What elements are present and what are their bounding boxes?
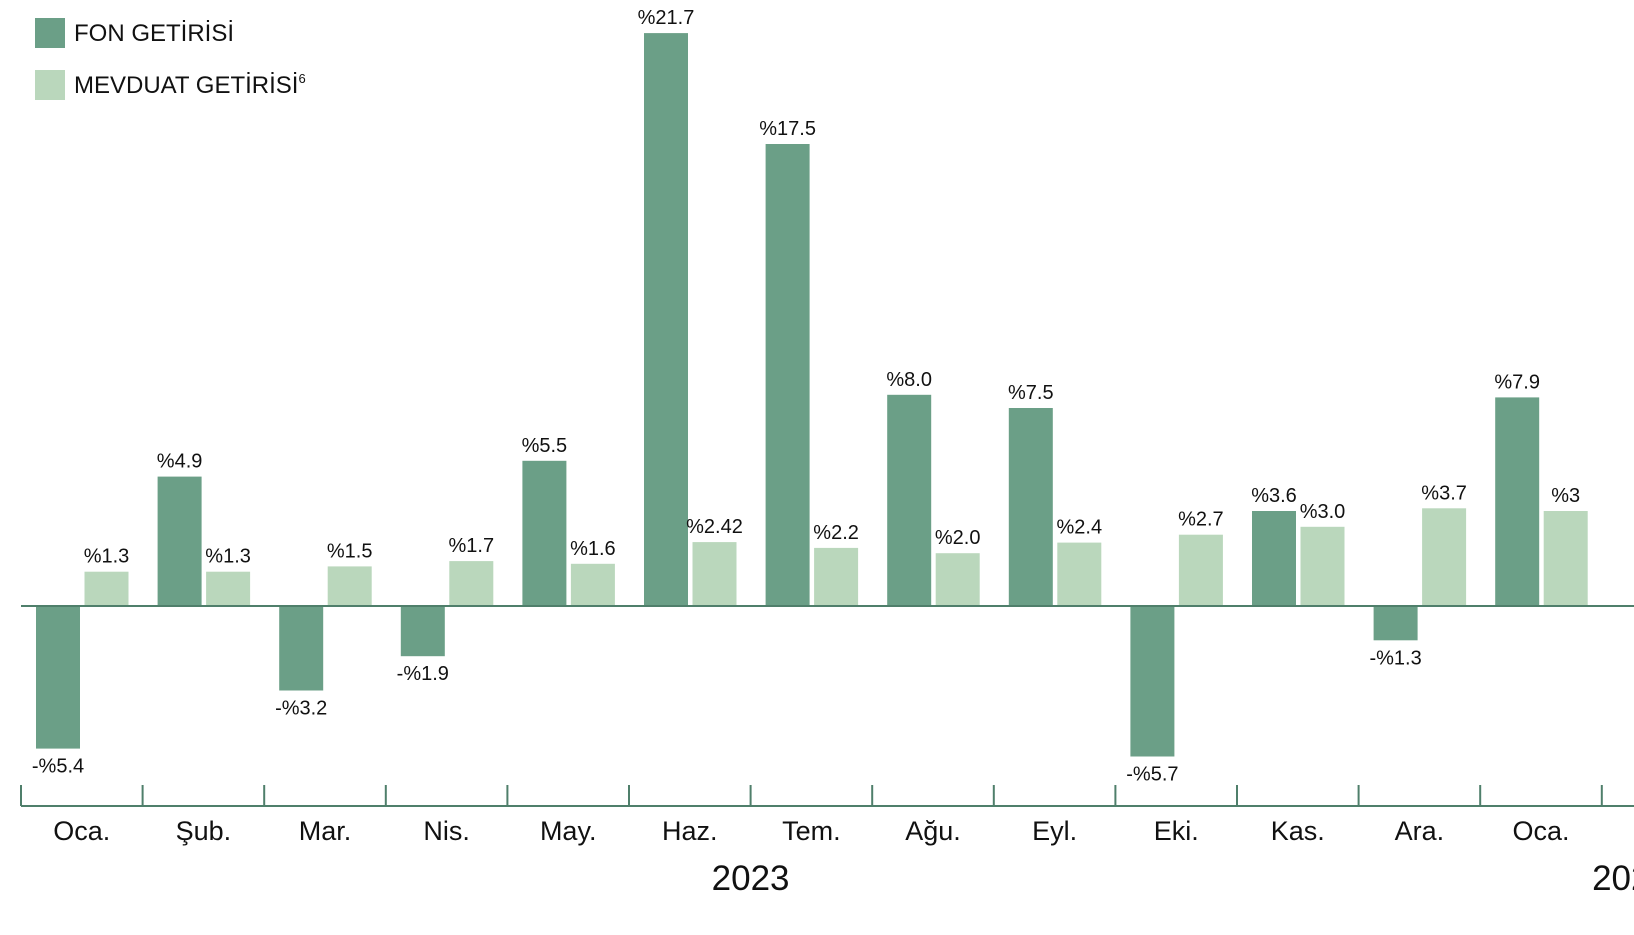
bar-mevduat-6 (814, 547, 859, 606)
legend-label-mevduat-getirisi-text: MEVDUAT GETİRİSİ (74, 72, 298, 99)
bar-fon-5 (644, 33, 688, 607)
category-label-4: May. (540, 816, 597, 846)
bar-label-fon-8: %7.5 (1008, 382, 1054, 404)
bar-label-mevduat-6: %2.2 (813, 522, 859, 544)
x-axis: Oca. Şub. Mar. Nis. May. Haz. Tem. Ağu. Eyl. Eki.… (20, 605, 1634, 898)
year-label-2023: 2023 (712, 859, 790, 898)
bar-label-mevduat-4: %1.6 (570, 538, 616, 560)
bar-fon-9 (1130, 606, 1175, 757)
bar-mevduat-9 (1178, 534, 1223, 606)
bar-mevduat-1 (206, 571, 251, 606)
bar-label-fon-5: %21.7 (638, 7, 695, 29)
bars (36, 33, 1588, 757)
bar-label-mevduat-5: %2.42 (686, 516, 743, 538)
category-label-10: Kas. (1271, 816, 1325, 846)
bar-fon-6 (765, 144, 810, 606)
category-label-9: Eki. (1154, 816, 1199, 846)
bar-mevduat-10 (1300, 526, 1345, 606)
bar-fon-12 (1495, 397, 1540, 606)
category-label-3: Nis. (423, 816, 470, 846)
bar-label-mevduat-12: %3 (1551, 485, 1580, 507)
bar-fon-10 (1252, 511, 1296, 606)
bar-label-mevduat-11: %3.7 (1421, 482, 1467, 504)
bar-label-fon-10: %3.6 (1251, 485, 1297, 507)
bar-mevduat-4 (570, 563, 615, 606)
category-label-1: Şub. (176, 816, 232, 846)
category-label-12: Oca. (1512, 816, 1569, 846)
legend-label-mevduat-getirisi: MEVDUAT GETİRİSİ6 (74, 71, 306, 99)
category-label-5: Haz. (662, 816, 718, 846)
category-label-11: Ara. (1395, 816, 1445, 846)
bar-label-fon-7: %8.0 (886, 369, 932, 391)
bar-fon-2 (279, 606, 324, 691)
bar-label-fon-0: -%5.4 (32, 756, 84, 778)
year-label-2024: 2024 (1592, 859, 1634, 898)
bar-fon-8 (1008, 408, 1053, 606)
bar-labels: -%5.4 %4.9 -%3.2 -%1.9 %5.5 %21.7 %17.5 %8.0 %7.… (32, 7, 1580, 785)
bar-mevduat-12 (1543, 511, 1588, 606)
bar-fon-0 (36, 606, 80, 749)
bar-label-mevduat-8: %2.4 (1057, 517, 1103, 539)
bar-label-fon-1: %4.9 (157, 451, 203, 473)
category-label-7: Ağu. (905, 816, 961, 846)
bar-fon-11 (1373, 606, 1418, 641)
bar-label-mevduat-1: %1.3 (205, 546, 251, 568)
legend: FON GETİRİSİ MEVDUAT GETİRİSİ6 (35, 18, 306, 100)
legend-label-superscript: 6 (298, 71, 305, 86)
bar-label-fon-12: %7.9 (1494, 371, 1540, 393)
bar-label-fon-9: -%5.7 (1126, 764, 1178, 786)
category-label-0: Oca. (53, 816, 110, 846)
bar-label-mevduat-3: %1.7 (449, 535, 495, 557)
bar-label-mevduat-9: %2.7 (1178, 509, 1224, 531)
bar-label-fon-2: -%3.2 (275, 698, 327, 720)
category-label-2: Mar. (299, 816, 352, 846)
bar-mevduat-2 (327, 566, 372, 606)
bar-label-fon-11: -%1.3 (1369, 647, 1421, 669)
bar-fon-1 (157, 476, 202, 606)
bar-mevduat-7 (935, 553, 980, 606)
bar-label-fon-4: %5.5 (522, 435, 568, 457)
legend-swatch-fon-getirisi (35, 18, 65, 48)
bar-fon-4 (522, 460, 567, 606)
bar-mevduat-0 (84, 571, 129, 606)
bar-label-mevduat-7: %2.0 (935, 527, 981, 549)
bar-label-mevduat-2: %1.5 (327, 540, 373, 562)
bar-mevduat-5 (692, 542, 737, 606)
bar-mevduat-8 (1057, 542, 1102, 606)
bar-label-mevduat-0: %1.3 (84, 546, 130, 568)
category-label-8: Eyl. (1032, 816, 1077, 846)
bar-mevduat-11 (1422, 508, 1467, 606)
category-label-6: Tem. (782, 816, 841, 846)
bar-fon-3 (400, 606, 445, 657)
legend-label-fon-getirisi: FON GETİRİSİ (74, 20, 234, 47)
bar-label-fon-3: -%1.9 (397, 663, 449, 685)
bar-label-fon-6: %17.5 (759, 118, 816, 140)
legend-swatch-mevduat-getirisi (35, 70, 65, 100)
bar-mevduat-3 (449, 561, 494, 606)
bar-fon-7 (887, 394, 932, 606)
bar-label-mevduat-10: %3.0 (1300, 501, 1346, 523)
